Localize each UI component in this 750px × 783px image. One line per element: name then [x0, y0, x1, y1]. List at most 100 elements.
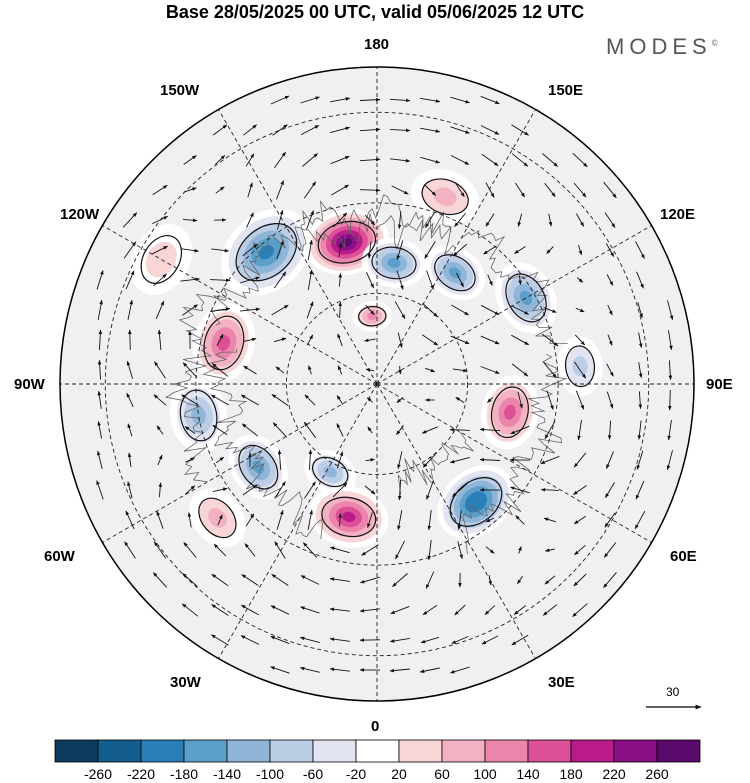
- colorbar-swatch: [183, 739, 228, 763]
- wind-vector: [359, 97, 381, 102]
- anomaly-blob: [323, 466, 337, 478]
- wind-vector: [426, 270, 434, 290]
- wind-vector: [389, 98, 411, 103]
- wind-vector: [153, 541, 167, 559]
- wind-vector: [241, 574, 259, 586]
- wind-vector: [605, 482, 615, 498]
- wind-vector: [668, 330, 673, 351]
- wind-vector: [270, 635, 290, 645]
- wind-vector: [213, 543, 227, 557]
- wind-vector: [638, 362, 643, 379]
- vector-scale-label: 30: [666, 685, 680, 699]
- wind-vector: [456, 272, 464, 288]
- wind-vector: [182, 573, 198, 587]
- wind-vector: [214, 155, 226, 165]
- wind-vector: [390, 158, 411, 163]
- wind-vector: [513, 605, 527, 615]
- wind-vector: [96, 480, 104, 500]
- wind-vector: [359, 188, 381, 192]
- wind-vector: [606, 451, 614, 470]
- parallel-circle: [104, 111, 650, 657]
- anomaly-blob: [341, 238, 353, 247]
- wind-vector: [487, 397, 493, 403]
- wind-vector: [605, 243, 615, 257]
- wind-vector: [272, 422, 288, 438]
- wind-vector: [422, 452, 438, 468]
- wind-vector: [331, 184, 349, 196]
- wind-vector: [274, 541, 286, 559]
- wind-vector: [152, 184, 168, 196]
- wind-vector: [396, 240, 404, 261]
- wind-vector: [485, 182, 495, 198]
- wind-vector: [212, 424, 228, 436]
- wind-vector: [604, 212, 616, 228]
- wind-vector: [518, 546, 522, 554]
- copyright-mark: ©: [711, 38, 718, 48]
- wind-vector: [123, 241, 137, 259]
- wind-vector: [154, 361, 166, 379]
- wind-vector: [573, 361, 587, 379]
- colorbar-tick-label: 140: [516, 766, 540, 782]
- wind-vector: [276, 509, 284, 530]
- colorbar-swatch: [398, 739, 443, 763]
- wind-vector: [480, 95, 500, 105]
- wind-vector: [157, 329, 162, 351]
- wind-vector: [304, 481, 316, 499]
- wind-vector: [125, 270, 135, 290]
- wind-vector: [240, 604, 259, 616]
- wind-vector: [449, 666, 470, 674]
- wind-vector: [574, 544, 586, 556]
- wind-vector: [637, 302, 643, 319]
- wind-vector: [391, 185, 409, 195]
- wind-vector: [452, 368, 468, 373]
- wind-vector: [517, 391, 523, 409]
- brand-text: MODES: [606, 34, 712, 59]
- height-contour: [358, 306, 387, 327]
- wind-vector: [422, 604, 438, 616]
- wind-vector: [450, 335, 470, 345]
- wind-vector: [452, 243, 468, 257]
- wind-vector: [398, 365, 402, 375]
- wind-vector: [361, 544, 379, 556]
- colorbar-tick-label: 180: [559, 766, 583, 782]
- wind-vector: [511, 305, 530, 315]
- wind-vector: [479, 457, 501, 462]
- height-contour: [203, 315, 245, 371]
- wind-vector: [638, 332, 643, 348]
- wind-vector: [211, 573, 229, 587]
- anomaly-blob: [433, 187, 457, 206]
- wind-vector: [540, 487, 559, 492]
- wind-vector: [338, 242, 343, 257]
- wind-vector: [396, 425, 404, 436]
- wind-vector: [182, 218, 198, 223]
- wind-vector: [455, 396, 465, 404]
- wind-vector: [246, 212, 254, 228]
- wind-vector: [573, 573, 587, 587]
- wind-vector: [211, 604, 229, 616]
- wind-vector: [518, 275, 522, 285]
- wind-vector: [270, 666, 290, 674]
- height-contour: [140, 235, 183, 284]
- wind-vector: [578, 244, 583, 256]
- wind-vector: [307, 509, 313, 530]
- anomaly-blob: [191, 406, 206, 425]
- wind-vector: [300, 606, 320, 614]
- meridian-line: [376, 383, 536, 659]
- wind-vector: [276, 240, 284, 260]
- wind-vector: [572, 603, 588, 617]
- colorbar-tick-label: -100: [255, 766, 285, 782]
- wind-vector: [181, 394, 199, 406]
- wind-vector: [153, 273, 167, 287]
- colorbar-swatch: [570, 739, 615, 763]
- anomaly-blob: [519, 290, 533, 306]
- wind-vector: [209, 278, 231, 283]
- wind-vector: [635, 480, 645, 500]
- wind-vector: [451, 304, 469, 316]
- wind-vector: [573, 452, 587, 468]
- wind-vector: [212, 124, 228, 136]
- wind-vector: [542, 604, 558, 616]
- wind-vector: [273, 337, 287, 343]
- wind-vector: [127, 452, 132, 468]
